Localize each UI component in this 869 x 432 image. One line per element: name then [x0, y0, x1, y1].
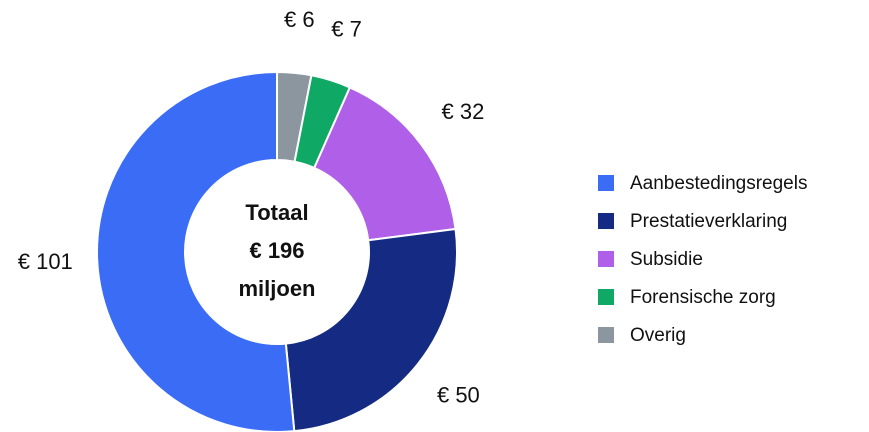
legend-swatch [598, 327, 614, 343]
data-label: € 32 [442, 99, 485, 124]
donut-slice [312, 86, 457, 242]
legend-label: Subsidie [630, 249, 703, 270]
donut-slice [96, 70, 296, 432]
legend-label: Overig [630, 325, 686, 346]
legend-swatch [598, 289, 614, 305]
legend-swatch [598, 251, 614, 267]
legend-swatch [598, 175, 614, 191]
center-label: miljoen [238, 276, 315, 301]
data-label: € 101 [18, 249, 73, 274]
data-label: € 7 [331, 16, 362, 41]
legend-label: Forensische zorg [630, 287, 776, 308]
donut-slice [284, 227, 458, 432]
legend-label: Prestatieverklaring [630, 211, 787, 232]
legend-label: Aanbestedingsregels [630, 173, 807, 194]
data-label: € 50 [437, 382, 480, 407]
center-label: € 196 [249, 238, 304, 263]
data-label: € 6 [284, 7, 315, 32]
legend-swatch [598, 213, 614, 229]
center-label: Totaal [245, 200, 308, 225]
